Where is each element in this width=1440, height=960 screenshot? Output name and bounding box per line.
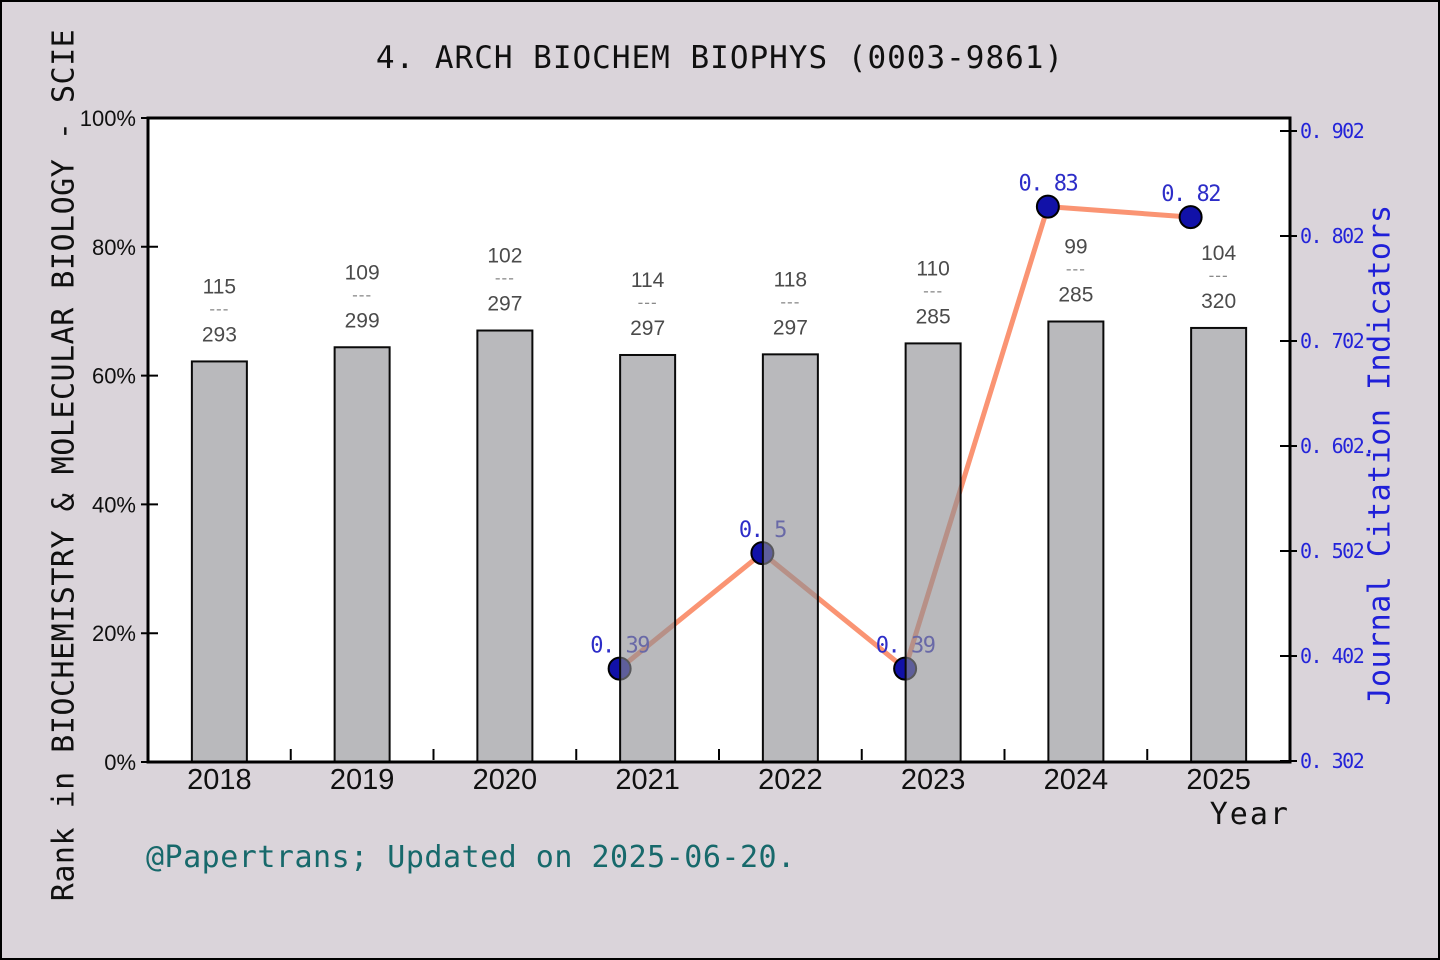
plot-area bbox=[148, 118, 1290, 762]
x-tick-label: 2021 bbox=[615, 764, 680, 796]
rank-fraction-bar: --- bbox=[495, 269, 515, 288]
rank-numerator: 110 bbox=[916, 257, 949, 280]
rank-denominator: 297 bbox=[487, 293, 522, 316]
right-tick-label: 0. 402 bbox=[1300, 644, 1364, 668]
rank-numerator: 99 bbox=[1064, 236, 1087, 259]
rank-denominator: 320 bbox=[1201, 290, 1236, 313]
rank-denominator: 297 bbox=[773, 316, 808, 339]
left-tick-label: 100% bbox=[80, 106, 136, 131]
rank-bar bbox=[904, 342, 962, 763]
x-tick-label: 2018 bbox=[187, 764, 252, 796]
rank-bar bbox=[761, 353, 819, 763]
rank-denominator: 293 bbox=[202, 323, 237, 346]
rank-fraction-bar: --- bbox=[923, 281, 943, 300]
rank-fraction-bar: --- bbox=[1066, 260, 1086, 279]
x-tick-label: 2025 bbox=[1186, 764, 1251, 796]
chart-title: 4. ARCH BIOCHEM BIOPHYS (0003-9861) bbox=[375, 40, 1065, 76]
left-tick-label: 40% bbox=[92, 492, 136, 517]
x-axis-title: Year bbox=[1209, 797, 1290, 832]
rank-bar bbox=[333, 346, 391, 763]
right-tick-label: 0. 802 bbox=[1300, 224, 1364, 248]
left-tick-label: 0% bbox=[104, 750, 136, 775]
jci-point-label: 0. 82 bbox=[1161, 182, 1220, 207]
right-tick-label: 0. 302 bbox=[1300, 749, 1364, 773]
right-tick-label: 0. 702 bbox=[1300, 329, 1364, 353]
right-axis-title: Journal Citation Indicators bbox=[1362, 204, 1398, 706]
rank-bar bbox=[619, 353, 677, 763]
x-tick-label: 2022 bbox=[758, 764, 823, 796]
rank-fraction-bar: --- bbox=[1209, 266, 1229, 285]
x-tick-label: 2024 bbox=[1044, 764, 1109, 796]
rank-denominator: 299 bbox=[345, 309, 380, 332]
left-axis-title: Rank in BIOCHEMISTRY & MOLECULAR BIOLOGY… bbox=[46, 28, 82, 902]
footer-credit: @Papertrans; Updated on 2025-06-20. bbox=[146, 840, 796, 875]
rank-fraction-bar: --- bbox=[352, 285, 372, 304]
right-tick-label: 0. 602. bbox=[1300, 434, 1374, 458]
rank-fraction-bar: --- bbox=[780, 292, 800, 311]
rank-fraction-bar: --- bbox=[209, 299, 229, 318]
rank-bar bbox=[190, 360, 248, 763]
rank-numerator: 115 bbox=[203, 275, 236, 298]
left-tick-label: 20% bbox=[92, 621, 136, 646]
left-tick-label: 80% bbox=[92, 235, 136, 260]
rank-bar bbox=[1190, 326, 1248, 763]
rank-numerator: 104 bbox=[1201, 242, 1236, 265]
rank-denominator: 285 bbox=[1058, 284, 1093, 307]
rank-numerator: 109 bbox=[345, 261, 380, 284]
jci-point-label: 0. 83 bbox=[1019, 172, 1078, 197]
plot-frame bbox=[146, 116, 1292, 764]
left-tick-label: 60% bbox=[92, 364, 136, 389]
rank-bar bbox=[1047, 320, 1105, 763]
jci-point bbox=[1035, 194, 1060, 219]
right-tick-label: 0. 502 bbox=[1300, 539, 1364, 563]
rank-numerator: 114 bbox=[631, 269, 665, 292]
rank-fraction-bar: --- bbox=[638, 293, 658, 312]
x-tick-label: 2020 bbox=[473, 764, 538, 796]
x-tick-label: 2023 bbox=[901, 764, 966, 796]
rank-denominator: 285 bbox=[916, 305, 951, 328]
rank-denominator: 297 bbox=[630, 317, 665, 340]
rank-bar bbox=[476, 329, 534, 763]
rank-numerator: 118 bbox=[774, 268, 807, 291]
jci-point bbox=[1178, 205, 1203, 230]
x-tick-label: 2019 bbox=[330, 764, 395, 796]
rank-numerator: 102 bbox=[487, 245, 522, 268]
right-tick-label: 0. 902 bbox=[1300, 119, 1364, 143]
